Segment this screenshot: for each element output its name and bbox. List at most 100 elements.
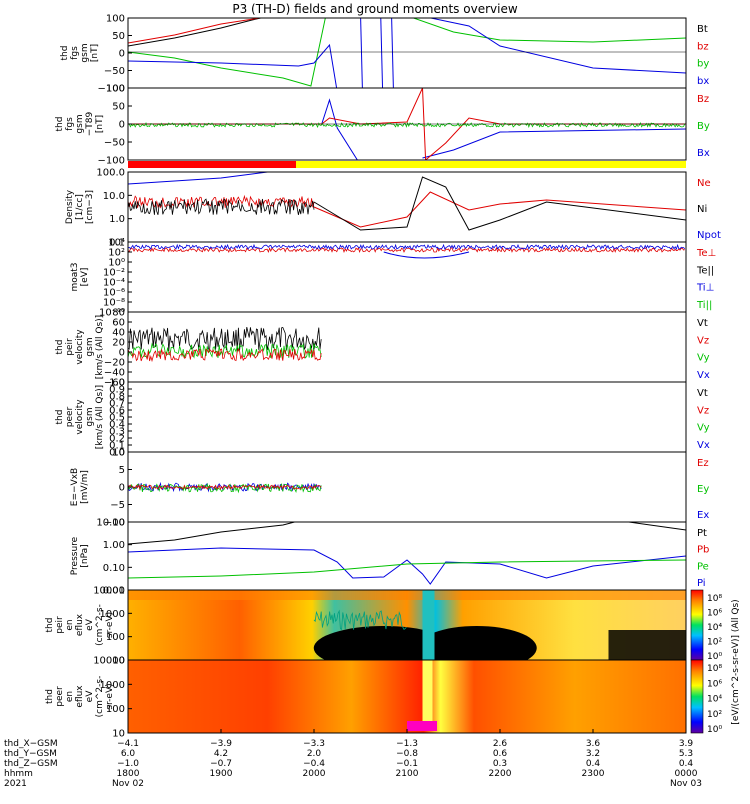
x-tick-label: −3.3: [303, 739, 325, 749]
spectrogram-top-band: [128, 590, 686, 600]
trace-bx-b: [428, 18, 686, 74]
x-tick-label: Nov 03: [670, 779, 702, 789]
y-tick-label: 1000: [100, 680, 125, 691]
x-tick-label: 2000: [303, 769, 326, 779]
colorbar-tick-label: 10²: [707, 638, 722, 648]
y-axis-label: [nT]: [90, 44, 100, 62]
trace-Vz: [128, 348, 322, 363]
colorbar-gradient: [690, 589, 704, 661]
trace-bx-spike-2: [391, 18, 394, 88]
bar-yellow-segment: [296, 161, 686, 168]
panel-frame: [127, 241, 687, 313]
trace-Bx-b: [422, 128, 686, 159]
trace-Vt: [128, 326, 322, 351]
panel-frame: [127, 17, 687, 89]
legend-bx: bx: [697, 76, 709, 87]
y-tick-label: 10: [112, 656, 125, 667]
y-tick-label: 0.6: [109, 406, 125, 417]
y-axis-label: fgs: [65, 117, 75, 131]
legend-By: By: [697, 121, 710, 132]
y-tick-label: 100: [106, 84, 125, 95]
x-tick-label: 2100: [396, 769, 419, 779]
panel-frame: [127, 451, 687, 523]
y-tick-label: −50: [104, 138, 125, 149]
y-tick-label: 0.8: [109, 392, 125, 403]
trace-Ni-b: [313, 176, 686, 231]
colorbar-tick-label: 10⁶: [707, 609, 722, 619]
legend-Bt: Bt: [697, 24, 708, 35]
legend-Ez: Ez: [697, 458, 709, 469]
legend-Vy: Vy: [697, 353, 710, 364]
trace-dip: [383, 251, 470, 259]
x-tick-label: 0.6: [493, 749, 508, 759]
y-axis-label: [km/s (All Qs)]: [95, 385, 105, 449]
panel-pressure-traces: [128, 522, 686, 585]
trace-Bt: [128, 18, 264, 47]
y-tick-label: 10⁰: [108, 258, 125, 269]
x-row-label: thd_X−GSM: [4, 739, 58, 749]
y-axis-label: eV: [85, 690, 95, 703]
trace-Ex: [128, 481, 322, 493]
trace-by: [128, 18, 326, 87]
trace-by-b: [412, 18, 686, 43]
legend-Npot: Npot: [697, 230, 721, 241]
colorbar-tick-label: 10⁰: [707, 652, 722, 662]
y-tick-label: 0.4: [109, 420, 125, 431]
y-axis-label: moat3: [70, 262, 80, 291]
y-axis-label: thd: [45, 689, 55, 704]
y-tick-label: 0.10: [103, 563, 125, 574]
panel-temperature-traces: [128, 243, 686, 259]
x-tick-label: 2.0: [307, 749, 322, 759]
y-tick-label: 10⁻¹⁰: [99, 308, 125, 319]
y-axis-label: thd: [55, 410, 65, 425]
y-tick-label: 0.9: [109, 385, 125, 396]
y-axis-label: [km/s (All Qs)]: [95, 315, 105, 379]
y-axis-label: thd: [55, 117, 65, 132]
y-axis-label: (cm^2-s-: [95, 676, 105, 718]
y-tick-label: 10: [112, 729, 125, 740]
spectrogram-low-energy-spot: [407, 721, 437, 731]
x-tick-label: −1.0: [117, 759, 139, 769]
x-tick-label: 0.4: [679, 759, 694, 769]
panel-fgs-gsm-t89-traces: [128, 88, 686, 160]
spectrogram-cusp-band: [422, 590, 435, 660]
legend-Ne: Ne: [697, 178, 711, 189]
x-tick-label: −0.1: [396, 759, 418, 769]
y-tick-label: 10⁻⁴: [103, 278, 125, 289]
x-row-label: thd_Y−GSM: [4, 749, 57, 759]
legend-Ti||: Ti||: [696, 300, 712, 311]
x-tick-label: 2200: [489, 769, 512, 779]
x-tick-label: Nov 02: [112, 779, 144, 789]
x-tick-label: 4.2: [214, 749, 228, 759]
data-quality-bar: [128, 161, 686, 168]
y-axis-label: [mV/m]: [80, 470, 90, 504]
x-tick-label: −0.8: [396, 749, 418, 759]
panel-frame: [127, 381, 687, 453]
panel-peir-spec-traces: [128, 590, 686, 660]
legend-Vt: Vt: [697, 388, 708, 399]
y-axis-label: Pressure: [70, 536, 80, 575]
trace-bx-spike-1: [380, 18, 384, 88]
x-tick-label: 3.2: [586, 749, 600, 759]
y-tick-label: 10⁻⁸: [103, 298, 125, 309]
panel-pressure: 10.00 1.00 0.10 0.01 Pressure [nPa] Pt Pb Pe Pi: [70, 518, 709, 597]
y-tick-label: 0.0: [109, 448, 125, 459]
y-axis-label: [nPa]: [80, 544, 90, 567]
panel-peir-spec: 10000 1000 100 10 thd peir en eflux eV (cm^2-s-sr…: [45, 586, 687, 667]
y-tick-label: −100: [98, 84, 125, 95]
legend-Te||: Te||: [696, 265, 714, 276]
trace-Pe: [128, 559, 686, 579]
spectrogram-bright-band: [422, 660, 433, 723]
x-tick-label: 1800: [117, 769, 140, 779]
y-axis-label: [cm−3]: [85, 190, 95, 224]
y-tick-label: −5: [110, 500, 125, 511]
legend-Bx: Bx: [697, 148, 710, 159]
y-tick-label: 10.00: [96, 518, 125, 529]
y-tick-label: −10: [104, 518, 125, 529]
y-tick-label: 0: [119, 483, 125, 494]
y-tick-label: 1000: [100, 609, 125, 620]
trace-Bz: [128, 88, 686, 160]
y-tick-label: 0.7: [109, 399, 125, 410]
spectrogram-dropout-right: [416, 626, 537, 660]
